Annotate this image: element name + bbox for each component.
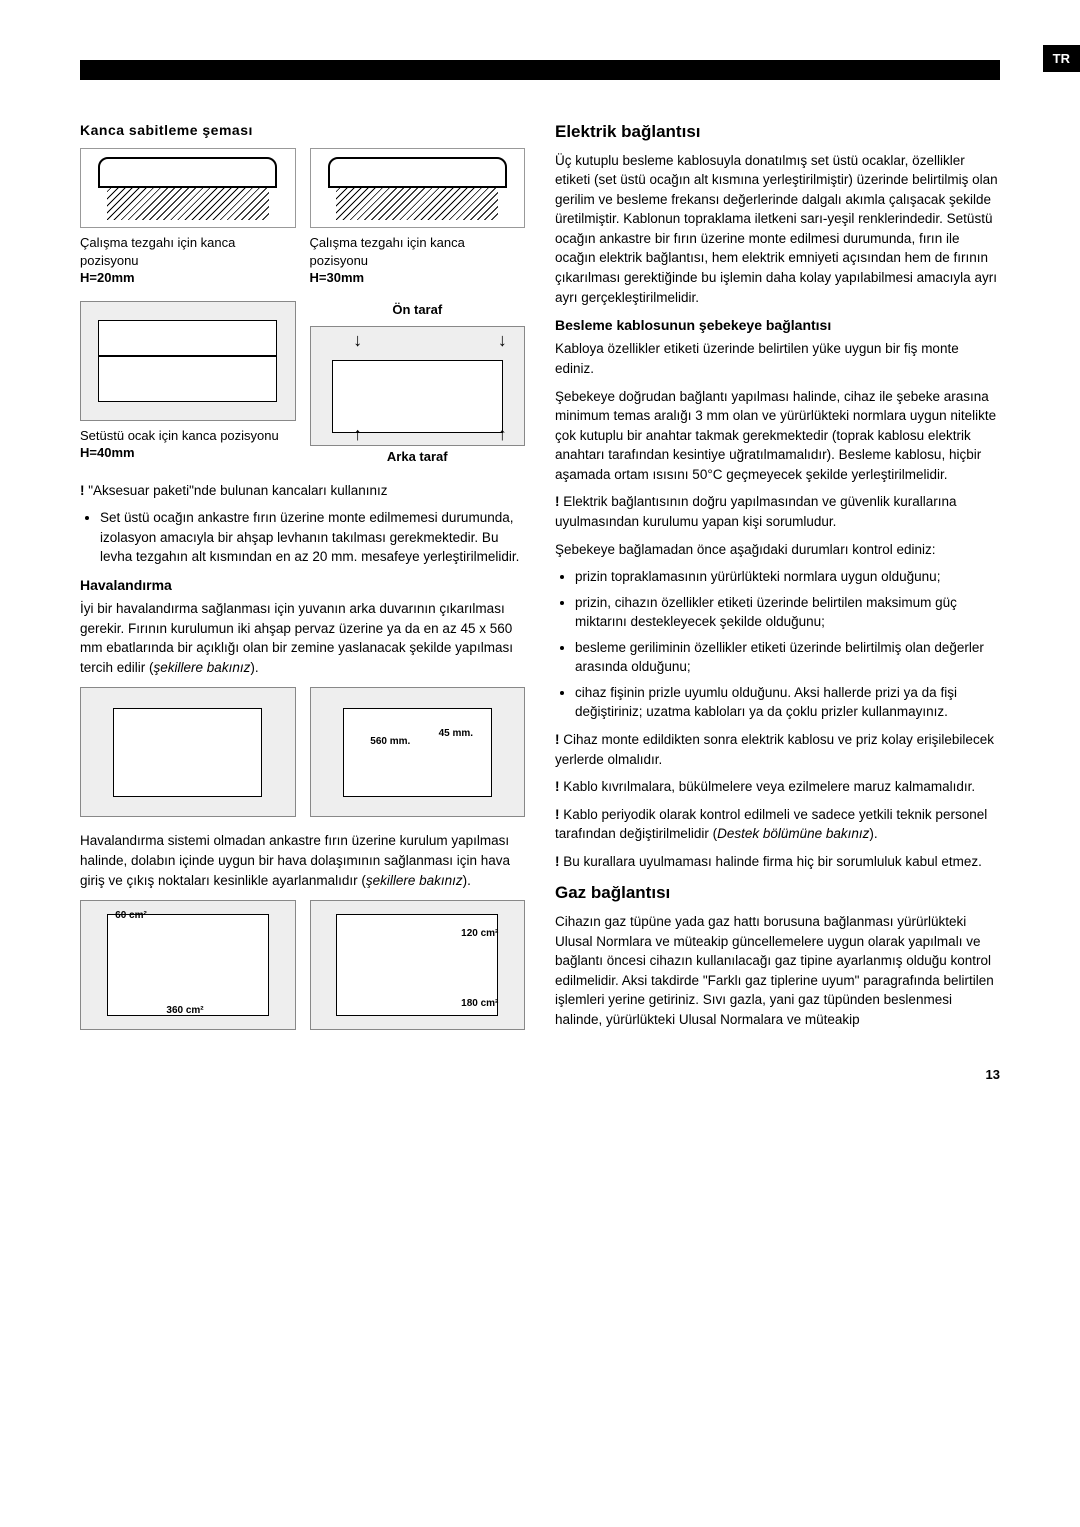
- supply-p3: Şebekeye bağlamadan önce aşağıdaki durum…: [555, 540, 1000, 560]
- dim-120: 120 cm²: [461, 927, 498, 942]
- support-italic: Destek bölümüne bakınız: [717, 826, 869, 841]
- arrow-down-icon: ↓: [353, 327, 362, 353]
- hook-c-text: Setüstü ocak için kanca pozisyonu: [80, 428, 279, 443]
- hook-caption-c: Setüstü ocak için kanca pozisyonu H=40mm: [80, 427, 296, 462]
- install-bullet: Set üstü ocağın ankastre fırın üzerine m…: [100, 508, 525, 567]
- warn4b-text: ).: [869, 826, 877, 841]
- dim-560: 560 mm.: [370, 735, 410, 750]
- hook-c-h: H=40mm: [80, 445, 135, 460]
- arrow-down-icon: ↓: [498, 327, 507, 353]
- hook-diagram-40mm: [80, 301, 296, 421]
- airflow-diagram-b: 120 cm² 180 cm²: [310, 900, 526, 1030]
- header-rule: [80, 60, 1000, 80]
- hook-a-text: Çalışma tezgahı için kanca pozisyonu: [80, 235, 235, 268]
- electrical-heading: Elektrik bağlantısı: [555, 120, 1000, 145]
- see-figures-italic: şekillere bakınız: [154, 660, 251, 675]
- ventilation-p1: İyi bir havalandırma sağlanması için yuv…: [80, 599, 525, 677]
- check-bullet: prizin, cihazın özellikler etiketi üzeri…: [575, 593, 1000, 632]
- arrow-up-icon: ↑: [498, 421, 507, 447]
- hook-a-h: H=20mm: [80, 270, 135, 285]
- page-number: 13: [80, 1067, 1000, 1082]
- warn-cable-check: Kablo periyodik olarak kontrol edilmeli …: [555, 805, 1000, 844]
- warn-liability: Bu kurallara uyulmaması halinde firma hi…: [555, 852, 1000, 872]
- airflow-diagram-a: 60 cm² 360 cm²: [80, 900, 296, 1030]
- supply-p1: Kabloya özellikler etiketi üzerinde beli…: [555, 339, 1000, 378]
- hook-b-text: Çalışma tezgahı için kanca pozisyonu: [310, 235, 465, 268]
- left-column: Kanca sabitleme şeması Çalışma tezgahı i…: [80, 120, 525, 1037]
- arrow-up-icon: ↑: [353, 421, 362, 447]
- hook-diagram-20mm: [80, 148, 296, 228]
- gas-heading: Gaz bağlantısı: [555, 881, 1000, 906]
- ventilation-title: Havalandırma: [80, 575, 525, 595]
- dim-60: 60 cm²: [115, 909, 147, 924]
- accessory-note: "Aksesuar paketi"nde bulunan kancaları k…: [80, 481, 525, 501]
- hook-schema-title: Kanca sabitleme şeması: [80, 120, 525, 140]
- front-side-label: Ön taraf: [310, 301, 526, 320]
- hook-b-h: H=30mm: [310, 270, 365, 285]
- check-bullet: prizin topraklamasının yürürlükteki norm…: [575, 567, 1000, 587]
- check-bullet: cihaz fişinin prizle uyumlu olduğunu. Ak…: [575, 683, 1000, 722]
- check-bullet: besleme geriliminin özellikler etiketi ü…: [575, 638, 1000, 677]
- rear-side-label: Arka taraf: [310, 448, 526, 467]
- ventilation-diagram-a: [80, 687, 296, 817]
- vent-p1-end: ).: [250, 660, 258, 675]
- supply-cable-subheading: Besleme kablosunun şebekeye bağlantısı: [555, 315, 1000, 335]
- gas-p1: Cihazın gaz tüpüne yada gaz hattı borusu…: [555, 912, 1000, 1029]
- hook-diagram-30mm: [310, 148, 526, 228]
- warn-accessible: Cihaz monte edildikten sonra elektrik ka…: [555, 730, 1000, 769]
- ventilation-p2: Havalandırma sistemi olmadan ankastre fı…: [80, 831, 525, 890]
- see-figures-italic-2: şekillere bakınız: [366, 873, 463, 888]
- hook-caption-a: Çalışma tezgahı için kanca pozisyonu H=2…: [80, 234, 296, 287]
- dim-360: 360 cm²: [166, 1004, 203, 1019]
- right-column: Elektrik bağlantısı Üç kutuplu besleme k…: [555, 120, 1000, 1037]
- language-tab: TR: [1043, 45, 1080, 72]
- dim-45: 45 mm.: [439, 727, 473, 742]
- hob-top-diagram: ↓ ↓ ↑ ↑: [310, 326, 526, 446]
- check-bullets: prizin topraklamasının yürürlükteki norm…: [555, 567, 1000, 722]
- vent-p2-end: ).: [463, 873, 471, 888]
- electrical-p1: Üç kutuplu besleme kablosuyla donatılmış…: [555, 151, 1000, 308]
- vent-p1-text: İyi bir havalandırma sağlanması için yuv…: [80, 601, 513, 675]
- supply-p2: Şebekeye doğrudan bağlantı yapılması hal…: [555, 387, 1000, 485]
- supply-warn1: Elektrik bağlantısının doğru yapılmasınd…: [555, 492, 1000, 531]
- warn-cable-bend: Kablo kıvrılmalara, bükülmelere veya ezi…: [555, 777, 1000, 797]
- hook-caption-b: Çalışma tezgahı için kanca pozisyonu H=3…: [310, 234, 526, 287]
- ventilation-diagram-b: 560 mm. 45 mm.: [310, 687, 526, 817]
- dim-180: 180 cm²: [461, 997, 498, 1012]
